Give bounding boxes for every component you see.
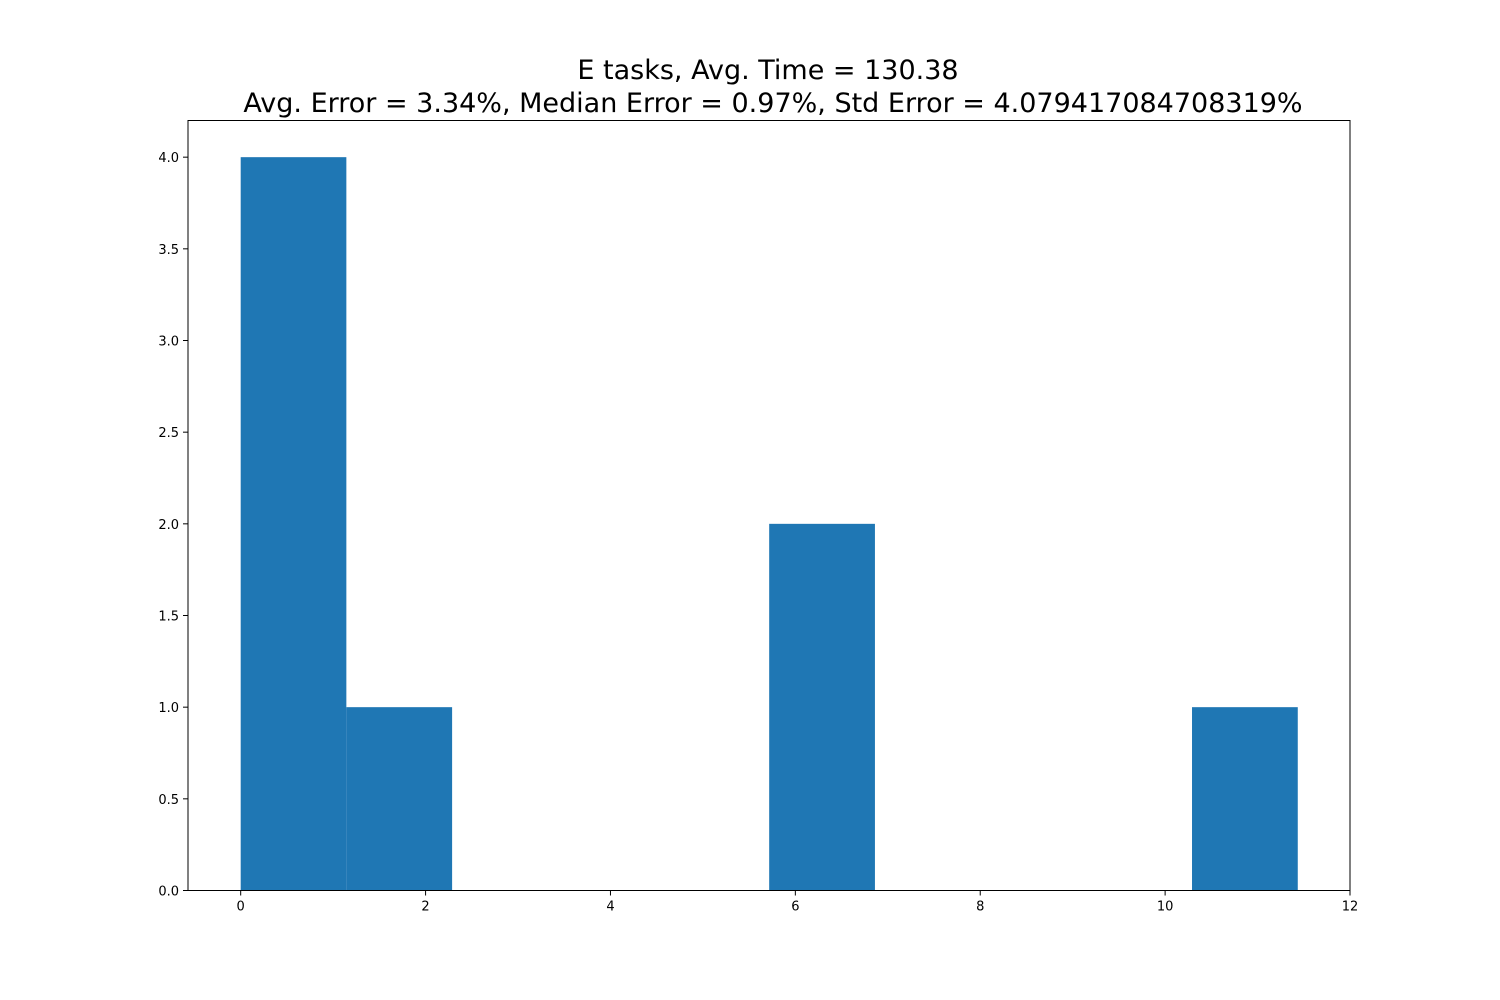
- histogram-bar-0: [240, 157, 347, 891]
- y-tick-label-4: 2.0: [158, 518, 179, 533]
- x-tick-label-1: 2: [421, 900, 429, 915]
- chart-title-line1: E tasks, Avg. Time = 130.38: [577, 55, 958, 86]
- histogram-bar-5: [769, 523, 875, 891]
- y-tick-label-8: 4.0: [158, 151, 179, 166]
- x-tick-label-5: 10: [1157, 900, 1174, 915]
- x-tick-label-2: 4: [606, 900, 614, 915]
- x-tick-label-3: 6: [791, 900, 799, 915]
- y-tick-label-0: 0.0: [158, 885, 179, 900]
- y-tick-label-5: 2.5: [158, 426, 179, 441]
- x-tick-label-0: 0: [237, 900, 245, 915]
- x-tick-label-6: 12: [1342, 900, 1359, 915]
- y-tick-label-6: 3.0: [158, 335, 179, 350]
- y-tick-label-2: 1.0: [158, 701, 179, 716]
- histogram-bar-1: [346, 707, 453, 891]
- y-tick-label-3: 1.5: [158, 610, 179, 625]
- chart-title-line2: Avg. Error = 3.34%, Median Error = 0.97%…: [243, 88, 1302, 119]
- x-axis: 0 2 4 6 8 10 12: [237, 890, 1359, 915]
- y-tick-label-1: 0.5: [158, 793, 179, 808]
- plot-frame: [187, 120, 1351, 891]
- bars-group: [240, 157, 1298, 891]
- y-tick-label-7: 3.5: [158, 243, 179, 258]
- y-axis: 0.0 0.5 1.0 1.5 2.0 2.5 3.0 3.5 4.0: [158, 151, 188, 900]
- x-tick-label-4: 8: [976, 900, 984, 915]
- histogram-bar-9: [1192, 707, 1298, 891]
